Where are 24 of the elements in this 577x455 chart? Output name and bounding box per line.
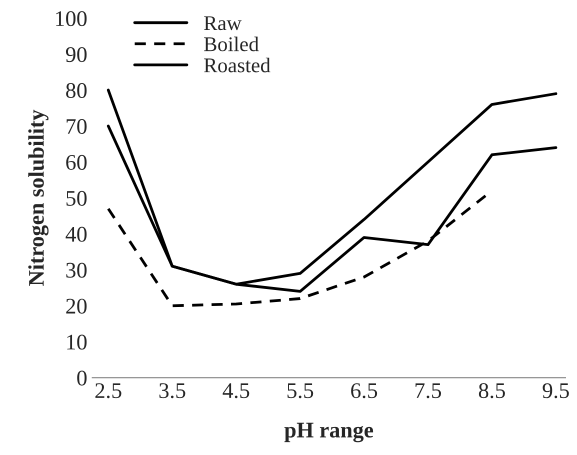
legend-label: Roasted [204,58,270,72]
y-tick-label: 60 [66,154,87,170]
y-axis-title: Nitrogen solubility [28,110,49,286]
x-tick-label: 6.5 [351,383,378,398]
x-tick-label: 5.5 [288,383,314,398]
y-tick-label: 90 [66,47,87,62]
y-tick-label: 80 [66,83,87,98]
x-tick-label: 7.5 [416,383,442,398]
legend-label: Raw [204,16,242,30]
y-tick-label: 0 [77,370,87,386]
y-tick-label: 70 [66,118,87,134]
legend-label: Boiled [204,36,259,52]
x-tick-label: 4.5 [222,383,250,398]
y-tick-label: 10 [67,334,87,350]
x-tick-label: 9.5 [542,383,569,398]
y-tick-label: 40 [66,226,87,242]
y-tick-label: 100 [56,11,87,26]
y-tick-label: 30 [66,262,87,278]
x-axis-title: pH range [284,422,374,442]
y-tick-label: 20 [66,298,87,314]
x-tick-label: 3.5 [159,383,186,398]
x-tick-label: 8.5 [478,383,505,398]
x-tick-label: 2.5 [95,383,122,398]
y-tick-label: 50 [66,190,87,206]
